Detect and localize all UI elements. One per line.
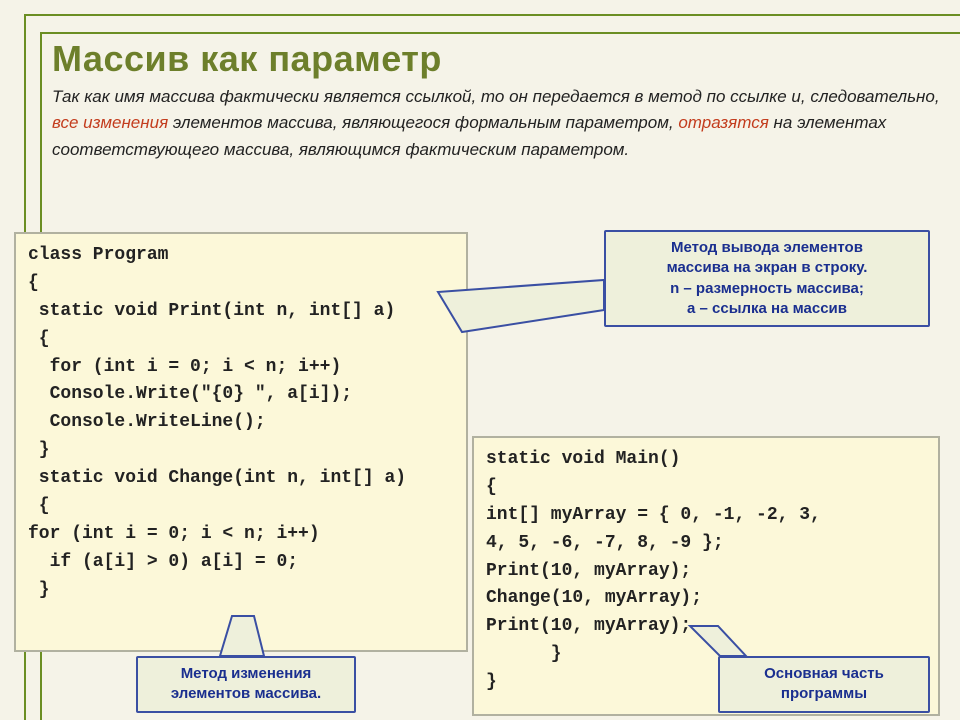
page-title: Массив как параметр (52, 38, 950, 80)
code-block-print-change: class Program { static void Print(int n,… (14, 232, 468, 652)
intro-em2: отразятся (678, 113, 769, 132)
callout-line: а – ссылка на массив (687, 300, 847, 317)
callout-line: массива на экран в строку. (667, 259, 868, 276)
intro-part1: Так как имя массива фактически является … (52, 87, 940, 106)
callout-line: Метод изменения (181, 665, 312, 682)
intro-part2: элементов массива, являющегося формальны… (168, 113, 678, 132)
arrow-callout-main (680, 622, 750, 662)
callout-main-program: Основная часть программы (718, 656, 930, 713)
callout-print-method: Метод вывода элементов массива на экран … (604, 230, 930, 327)
intro-em1: все изменения (52, 113, 168, 132)
callout-line: Метод вывода элементов (671, 239, 863, 256)
callout-line: Основная часть (764, 665, 884, 682)
intro-text: Так как имя массива фактически является … (52, 84, 944, 163)
callout-line: элементов массива. (171, 685, 321, 702)
arrow-callout-change (210, 612, 280, 660)
callout-line: n – размерность массива; (670, 280, 864, 297)
callout-line: программы (781, 685, 867, 702)
callout-change-method: Метод изменения элементов массива. (136, 656, 356, 713)
arrow-callout-print (432, 270, 612, 330)
